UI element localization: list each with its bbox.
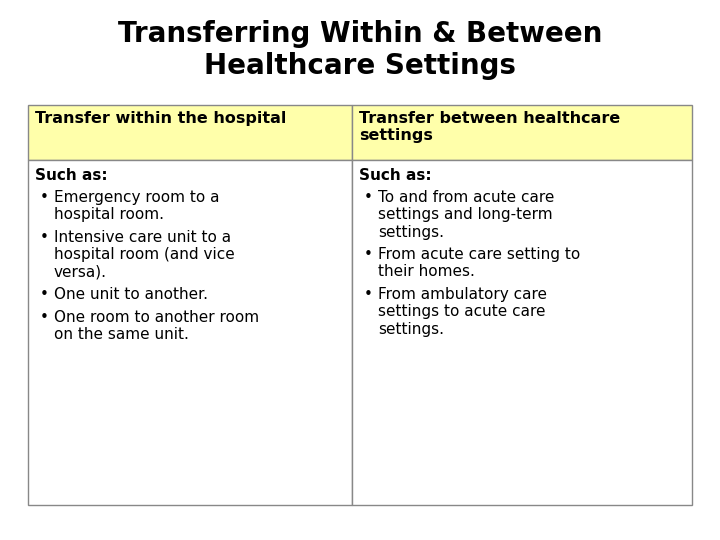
Text: •: •: [40, 287, 49, 302]
Text: From ambulatory care
settings to acute care
settings.: From ambulatory care settings to acute c…: [378, 287, 547, 337]
Text: •: •: [40, 190, 49, 205]
Text: From acute care setting to
their homes.: From acute care setting to their homes.: [378, 247, 580, 279]
Text: Transferring Within & Between: Transferring Within & Between: [118, 20, 602, 48]
Text: Transfer between healthcare
settings: Transfer between healthcare settings: [359, 111, 620, 144]
Text: Such as:: Such as:: [35, 168, 107, 183]
Text: One unit to another.: One unit to another.: [54, 287, 208, 302]
Text: •: •: [364, 190, 373, 205]
Text: Transfer within the hospital: Transfer within the hospital: [35, 111, 287, 126]
Text: •: •: [364, 287, 373, 302]
Text: •: •: [364, 247, 373, 262]
Text: Emergency room to a
hospital room.: Emergency room to a hospital room.: [54, 190, 220, 222]
FancyBboxPatch shape: [352, 105, 692, 160]
Text: Healthcare Settings: Healthcare Settings: [204, 52, 516, 80]
Text: Such as:: Such as:: [359, 168, 431, 183]
FancyBboxPatch shape: [28, 160, 352, 505]
Text: To and from acute care
settings and long-term
settings.: To and from acute care settings and long…: [378, 190, 554, 240]
Text: One room to another room
on the same unit.: One room to another room on the same uni…: [54, 310, 259, 342]
Text: •: •: [40, 230, 49, 245]
FancyBboxPatch shape: [352, 160, 692, 505]
Text: •: •: [40, 310, 49, 325]
Text: Intensive care unit to a
hospital room (and vice
versa).: Intensive care unit to a hospital room (…: [54, 230, 235, 280]
FancyBboxPatch shape: [28, 105, 352, 160]
